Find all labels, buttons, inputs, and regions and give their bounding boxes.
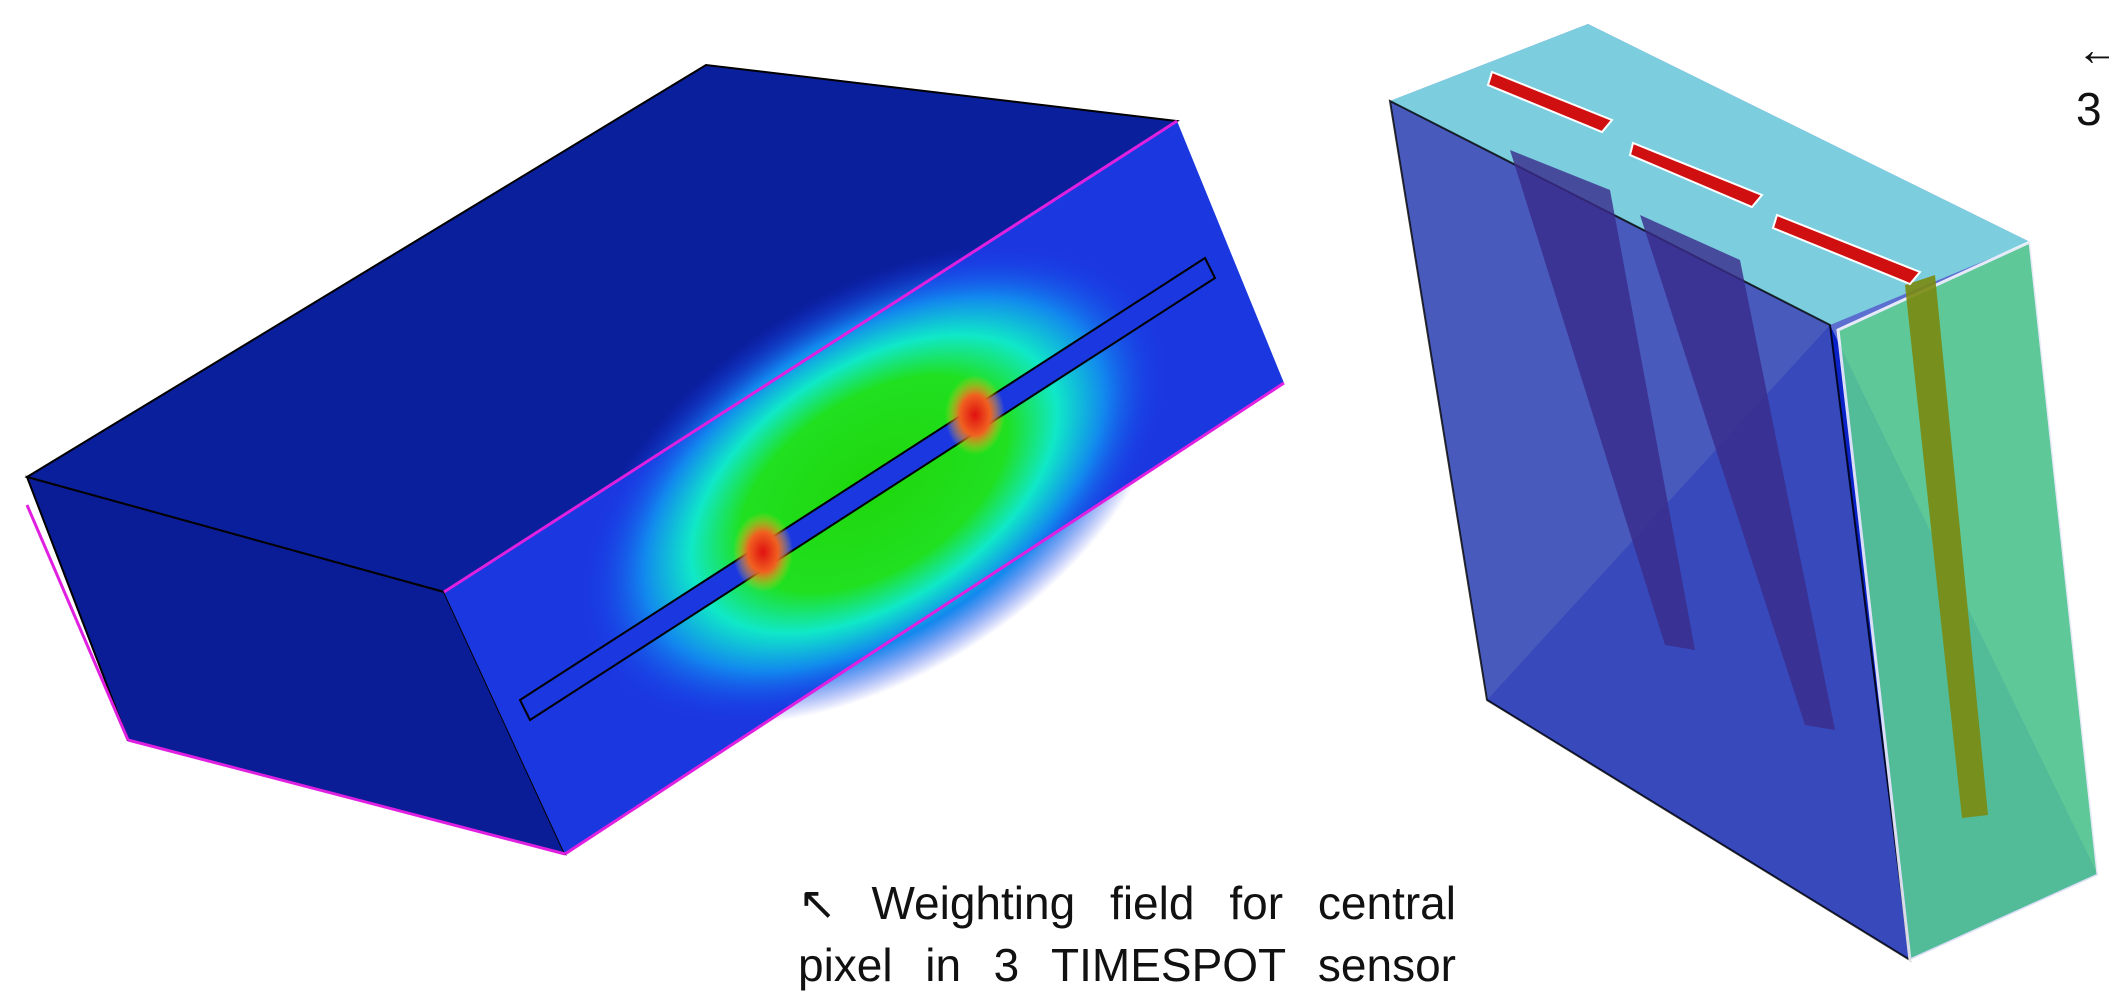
renders: [0, 0, 2109, 990]
caption: ↖ Weighting field for central pixel in 3…: [798, 872, 1456, 996]
page: ↖ Weighting field for central pixel in 3…: [0, 0, 2109, 990]
right-sensor: [1390, 24, 2098, 960]
left-sensor: [27, 65, 1284, 854]
side-note: 3: [2076, 82, 2102, 136]
side-note: ←: [2076, 22, 2109, 76]
